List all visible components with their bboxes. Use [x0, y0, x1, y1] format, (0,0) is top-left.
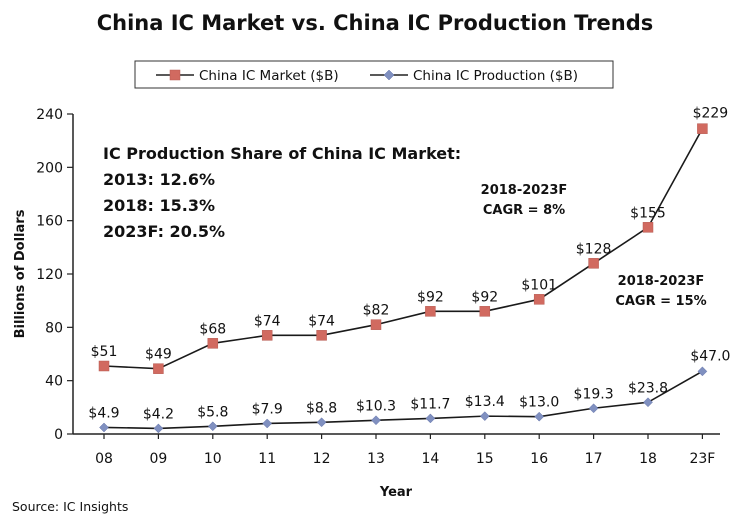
x-tick-label: 12: [313, 451, 331, 467]
production-point: [588, 403, 599, 414]
market-point: [642, 222, 654, 233]
production-point: [643, 397, 653, 408]
market-data-label: $82: [363, 303, 390, 319]
production-data-label: $13.0: [519, 395, 559, 411]
market-point: [261, 330, 273, 341]
x-tick-label: 15: [476, 451, 494, 467]
cagr-market-value: CAGR = 8%: [483, 203, 565, 218]
series-market: $51 $49 $68 $74 $74 $82 $92 $92 $101 $128 $155 $229: [91, 106, 729, 374]
production-data-label: $8.8: [306, 400, 337, 416]
market-data-label: $92: [471, 289, 498, 305]
production-data-label: $4.9: [88, 405, 119, 421]
production-point: [697, 366, 708, 377]
market-data-label: $92: [417, 289, 444, 305]
x-tick-label: 09: [149, 451, 167, 467]
production-point: [262, 418, 273, 429]
share-annotation: IC Production Share of China IC Market: …: [103, 144, 461, 241]
y-ticks: 0 40 80 120 160 200 240: [36, 107, 73, 443]
share-heading: IC Production Share of China IC Market:: [103, 144, 461, 163]
cagr-production-period: 2018-2023F: [618, 274, 705, 289]
market-data-label: $68: [199, 321, 226, 337]
legend-market-marker: [169, 69, 181, 81]
production-data-label: $19.3: [574, 386, 614, 402]
x-tick-label: 13: [367, 451, 385, 467]
source-note: Source: IC Insights: [12, 499, 128, 514]
production-point: [371, 415, 381, 426]
y-axis-title: Billions of Dollars: [13, 209, 28, 338]
legend: China IC Market ($B) China IC Production…: [134, 60, 614, 89]
legend-market-label: China IC Market ($B): [199, 68, 339, 84]
market-data-label: $101: [521, 277, 557, 293]
production-point: [425, 413, 436, 424]
legend-item-market: China IC Market ($B): [156, 68, 339, 84]
share-line-2023f: 2023F: 20.5%: [103, 222, 225, 241]
cagr-production-value: CAGR = 15%: [615, 294, 706, 309]
market-point: [533, 294, 545, 305]
x-tick-label: 11: [258, 451, 276, 467]
production-data-label: $47.0: [690, 348, 730, 364]
y-tick-label: 0: [54, 427, 63, 443]
legend-production-marker: [383, 69, 395, 81]
market-data-label: $155: [630, 205, 666, 221]
production-point: [99, 422, 109, 433]
production-point: [534, 411, 545, 422]
market-data-label: $128: [576, 241, 612, 257]
market-point: [316, 330, 327, 341]
market-data-label: $229: [693, 106, 729, 122]
production-point: [153, 423, 164, 434]
share-line-2013: 2013: 12.6%: [103, 170, 215, 189]
market-data-label: $74: [254, 313, 281, 329]
production-data-label: $11.7: [410, 396, 450, 412]
market-point: [98, 360, 110, 372]
production-point: [207, 421, 218, 432]
legend-item-production: China IC Production ($B): [370, 68, 578, 84]
market-point: [207, 338, 219, 349]
y-tick-label: 160: [36, 214, 63, 230]
production-data-label: $10.3: [356, 398, 396, 414]
market-line: [103, 128, 704, 370]
market-point: [479, 306, 491, 317]
x-tick-label: 17: [585, 451, 603, 467]
market-point: [425, 306, 436, 317]
x-tick-label: 16: [530, 451, 548, 467]
production-data-label: $5.8: [197, 404, 228, 420]
cagr-production-annotation: 2018-2023F CAGR = 15%: [615, 274, 706, 309]
production-data-label: $7.9: [252, 401, 283, 417]
production-data-label: $4.2: [143, 406, 174, 422]
y-tick-label: 240: [36, 107, 63, 123]
market-data-label: $74: [308, 313, 335, 329]
chart-title: China IC Market vs. China IC Production …: [97, 11, 654, 35]
x-tick-label: 08: [95, 451, 113, 467]
x-ticks: 08 09 10 11 12 13 14 15 16 17 18 23F: [95, 434, 715, 467]
production-data-label: $13.4: [465, 394, 505, 410]
y-tick-label: 200: [36, 160, 63, 176]
series-production: $4.9 $4.2 $5.8 $7.9 $8.8 $10.3 $11.7 $13.4 $13.0…: [88, 348, 730, 434]
market-point: [588, 258, 599, 269]
production-data-label: $23.8: [628, 380, 668, 396]
market-data-label: $51: [91, 344, 118, 360]
market-point: [370, 319, 382, 330]
y-tick-label: 120: [36, 267, 63, 283]
y-tick-label: 40: [45, 374, 63, 390]
market-data-label: $49: [145, 347, 172, 363]
x-tick-label: 18: [639, 451, 657, 467]
market-point: [697, 123, 708, 134]
legend-production-label: China IC Production ($B): [413, 68, 578, 84]
market-point: [153, 363, 164, 374]
y-tick-label: 80: [45, 320, 63, 336]
production-line: [103, 370, 703, 430]
x-axis-title: Year: [379, 485, 413, 500]
production-point: [316, 417, 327, 428]
cagr-market-period: 2018-2023F: [481, 183, 568, 198]
share-line-2018: 2018: 15.3%: [103, 196, 215, 215]
production-point: [479, 411, 490, 421]
x-tick-label: 23F: [689, 451, 715, 467]
x-tick-label: 14: [421, 451, 439, 467]
cagr-market-annotation: 2018-2023F CAGR = 8%: [481, 183, 568, 218]
x-tick-label: 10: [204, 451, 222, 467]
